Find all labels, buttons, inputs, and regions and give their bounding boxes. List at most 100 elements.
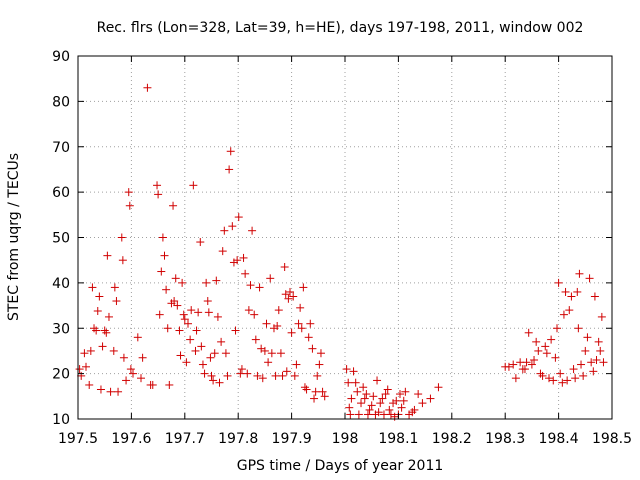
data-point [187, 306, 196, 315]
data-point [75, 365, 84, 374]
data-point [392, 396, 401, 405]
data-point [554, 278, 563, 287]
data-point [376, 399, 385, 408]
data-point [251, 335, 260, 344]
data-point [250, 310, 259, 319]
data-point [399, 396, 408, 405]
data-point [302, 385, 311, 394]
data-point [373, 376, 382, 385]
data-point [100, 326, 109, 335]
data-point [318, 387, 327, 396]
data-point [223, 371, 232, 380]
data-point [129, 369, 138, 378]
data-point [153, 181, 162, 190]
data-point [154, 190, 163, 199]
data-point [579, 371, 588, 380]
data-point [385, 405, 394, 414]
data-point [306, 319, 315, 328]
data-point [354, 410, 363, 419]
y-tick-label: 20 [52, 367, 70, 383]
data-point [363, 410, 372, 419]
x-tick-label: 197.8 [218, 431, 258, 447]
data-point [344, 378, 353, 387]
data-point [169, 201, 178, 210]
data-point [596, 346, 605, 355]
data-point [592, 356, 601, 365]
data-point [542, 349, 551, 358]
data-point [565, 306, 574, 315]
axis-ticks [77, 55, 613, 420]
data-point [175, 326, 184, 335]
data-point [532, 337, 541, 346]
data-point [362, 390, 371, 399]
data-point [522, 358, 531, 367]
data-point [410, 405, 419, 414]
data-point [294, 319, 303, 328]
y-tick-label: 80 [52, 94, 70, 110]
data-point [575, 269, 584, 278]
data-point [126, 365, 135, 374]
data-point [589, 367, 598, 376]
x-tick-label: 197.5 [58, 431, 98, 447]
y-axis-tick-labels: 10 20 30 40 50 60 70 80 90 [52, 49, 70, 428]
x-tick-label: 197.7 [165, 431, 205, 447]
data-point [253, 371, 262, 380]
y-tick-label: 40 [52, 276, 70, 292]
data-point [320, 392, 329, 401]
data-point [244, 306, 253, 315]
data-point [186, 335, 195, 344]
data-point [226, 147, 235, 156]
data-point [200, 369, 209, 378]
data-point [311, 387, 320, 396]
data-point [378, 394, 387, 403]
data-point [239, 253, 248, 262]
data-point [231, 326, 240, 335]
data-point [551, 353, 560, 362]
data-point [198, 360, 207, 369]
data-point [401, 387, 410, 396]
data-point [163, 324, 172, 333]
data-point [581, 346, 590, 355]
data-point [345, 403, 354, 412]
x-tick-label: 198.5 [592, 431, 632, 447]
data-point [109, 346, 118, 355]
y-tick-label: 60 [52, 185, 70, 201]
data-point [381, 390, 390, 399]
data-point [228, 222, 237, 231]
data-point [122, 376, 131, 385]
data-point [210, 349, 219, 358]
data-point [274, 306, 283, 315]
data-point [176, 351, 185, 360]
x-tick-label: 198.1 [378, 431, 418, 447]
data-point [124, 188, 133, 197]
data-point [92, 326, 101, 335]
data-point [292, 360, 301, 369]
data-point [114, 387, 123, 396]
data-point [597, 312, 606, 321]
data-point [374, 408, 383, 417]
data-point [563, 376, 572, 385]
data-point [225, 165, 234, 174]
data-point [189, 181, 198, 190]
data-point [347, 394, 356, 403]
data-point [434, 383, 443, 392]
data-point [148, 380, 157, 389]
data-point [520, 365, 529, 374]
data-point [556, 369, 565, 378]
data-points [75, 83, 608, 421]
data-point [209, 376, 218, 385]
data-point [194, 308, 203, 317]
data-point [281, 290, 290, 299]
data-point [162, 285, 171, 294]
data-point [137, 374, 146, 383]
data-point [82, 362, 91, 371]
data-point [80, 349, 89, 358]
data-point [104, 312, 113, 321]
x-axis-label: GPS time / Days of year 2011 [237, 458, 444, 474]
data-point [202, 278, 211, 287]
data-point [143, 83, 152, 92]
data-point [360, 394, 369, 403]
data-point [96, 385, 105, 394]
data-point [287, 328, 296, 337]
data-point [106, 387, 115, 396]
